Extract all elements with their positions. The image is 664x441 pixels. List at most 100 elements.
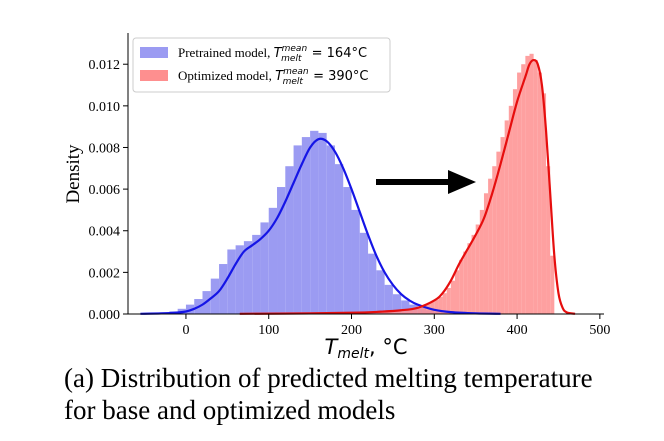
histogram-bar (450, 280, 455, 314)
optimized-histogram (343, 53, 555, 315)
histogram-bar (504, 120, 509, 314)
histogram-bar (380, 311, 385, 314)
histogram-bar (301, 137, 311, 314)
optimized-kde-curve (239, 58, 576, 315)
histogram-bar (368, 253, 377, 314)
plot-area (136, 53, 576, 315)
x-axis-label: Tmelt, °C (325, 335, 408, 362)
histogram-bar (252, 234, 261, 314)
histogram-bar (405, 309, 410, 314)
x-ticks: 0 100 200 300 400 500 (182, 314, 610, 338)
histogram-bar (384, 284, 393, 314)
histogram-bar (512, 89, 518, 314)
histogram-bar (376, 312, 381, 314)
shift-arrow (376, 170, 476, 194)
legend-frame (132, 37, 391, 93)
y-tick-label: 0.004 (89, 225, 121, 240)
legend: Pretrained model, Tmean melt = 164°C Opti… (132, 37, 391, 93)
pretrained-histogram (136, 130, 451, 314)
histogram-bar (277, 187, 286, 314)
histogram-bar (492, 166, 497, 314)
histogram-bar (488, 178, 493, 314)
histogram-bar (496, 151, 501, 314)
histogram-bar (479, 209, 484, 314)
histogram-bar (359, 232, 369, 314)
x-tick-label: 300 (424, 323, 445, 338)
histogram-bar (483, 193, 489, 314)
histogram-bar (517, 72, 522, 314)
histogram-bar (446, 287, 451, 314)
legend-swatch-pretrained (140, 47, 168, 58)
y-tick-label: 0.008 (89, 141, 121, 156)
histogram-bar (293, 145, 302, 314)
histogram-bar (413, 307, 418, 314)
histogram-bar (500, 137, 505, 314)
caption-line-2: for base and optimized models (64, 395, 396, 425)
histogram-bar (463, 251, 468, 314)
histogram-bar (409, 308, 414, 314)
histogram-bar (401, 300, 410, 314)
histogram-bar (454, 270, 460, 314)
y-tick-label: 0.012 (89, 58, 121, 73)
histogram-bar (467, 243, 472, 314)
histogram-bar (434, 299, 439, 314)
histogram-bar (475, 224, 480, 314)
figure-caption: (a) Distribution of predicted melting te… (64, 362, 654, 426)
histogram-bar (471, 234, 476, 314)
histogram-bar (529, 53, 534, 315)
x-tick-label: 400 (507, 323, 528, 338)
histogram-bar (351, 209, 360, 314)
histogram-bar (550, 255, 555, 314)
histogram-bar (368, 312, 373, 314)
histogram-bar (397, 310, 402, 314)
histogram-bar (285, 166, 294, 314)
caption-line-1: (a) Distribution of predicted melting te… (64, 363, 593, 393)
histogram-bar (318, 132, 327, 314)
y-tick-label: 0.002 (89, 266, 121, 281)
histogram-bar (343, 187, 352, 314)
histogram-bar (260, 222, 269, 314)
histogram-bar (235, 245, 244, 314)
histogram-bar (372, 312, 377, 314)
y-tick-label: 0.010 (89, 100, 121, 115)
histogram-bar (219, 264, 228, 314)
histogram-bar (508, 105, 513, 314)
histogram-bar (525, 55, 530, 315)
histogram-bar (388, 311, 393, 314)
histogram-bar (459, 259, 464, 314)
histogram-bar (326, 145, 335, 314)
histogram-bar (392, 310, 398, 314)
histogram-bar (537, 72, 542, 314)
histogram-bar (268, 207, 278, 314)
y-axis-label: Density (63, 144, 84, 204)
histogram-bar (541, 93, 547, 314)
x-tick-label: 500 (589, 323, 610, 338)
x-tick-label: 200 (341, 323, 362, 338)
y-tick-label: 0.006 (89, 183, 121, 198)
pretrained-kde-curve (140, 137, 501, 315)
histogram-bar (392, 294, 402, 314)
y-ticks: 0.000 0.002 0.004 0.006 0.008 0.010 0.012 (89, 58, 128, 323)
histogram-bar (401, 309, 406, 314)
histogram-bar (243, 241, 253, 314)
legend-label-optimized: Optimized model, Tmean melt = 390°C (178, 67, 369, 87)
histogram-bar (376, 270, 385, 314)
histogram-bar (310, 130, 319, 314)
x-tick-label: 0 (182, 323, 189, 338)
histogram-bar (533, 60, 538, 315)
histogram-bar (438, 296, 443, 314)
histogram-bar (521, 64, 526, 314)
x-tick-label: 100 (258, 323, 279, 338)
histogram-bar (442, 293, 447, 314)
histogram-bar (546, 166, 551, 314)
histogram-bar (334, 164, 344, 314)
histogram-bar (227, 249, 236, 314)
legend-swatch-optimized (140, 70, 168, 81)
histogram-bar (421, 305, 427, 314)
histogram-bar (417, 306, 422, 314)
legend-label-pretrained: Pretrained model, Tmean melt = 164°C (178, 44, 367, 64)
y-tick-label: 0.000 (89, 308, 121, 323)
histogram-bar (430, 301, 435, 314)
histogram-bar (384, 311, 389, 314)
